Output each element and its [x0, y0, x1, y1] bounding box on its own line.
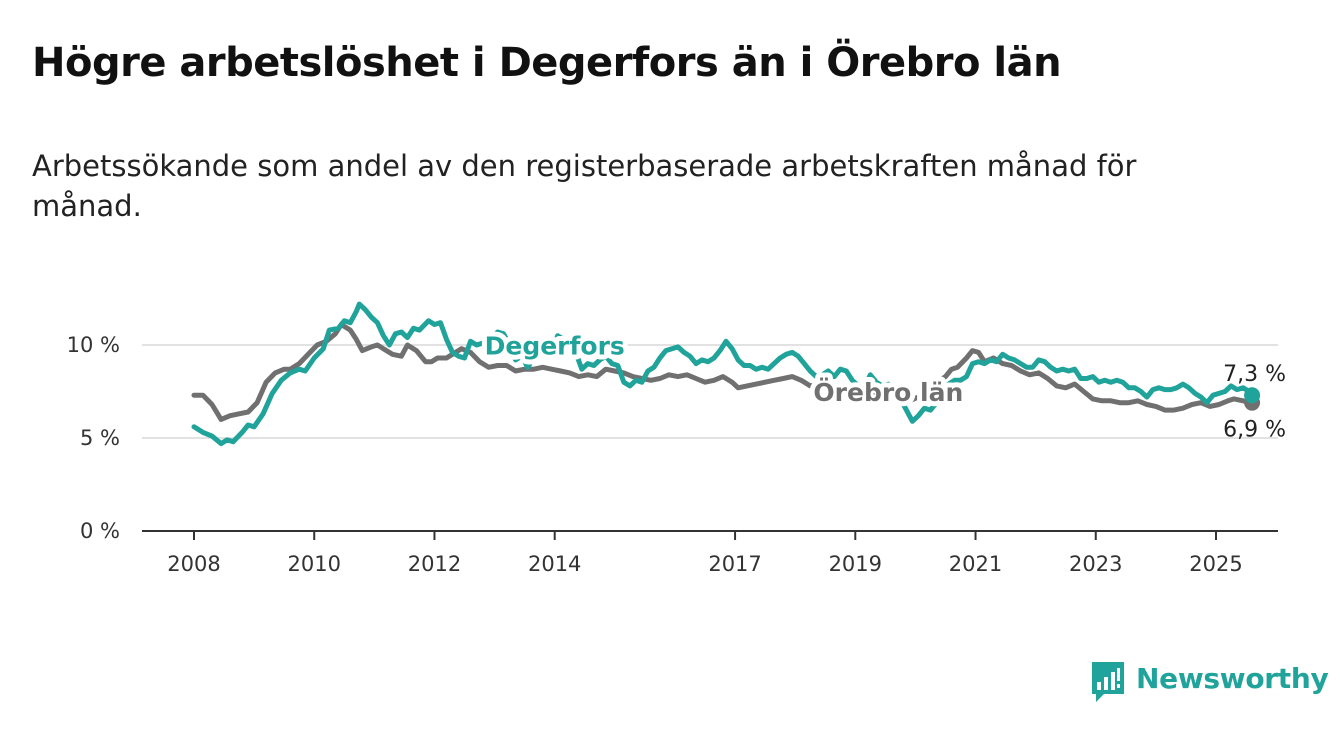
- series-label-degerfors: Degerfors: [485, 331, 625, 360]
- chart-subtitle: Arbetssökande som andel av den registerb…: [32, 149, 1137, 223]
- series-label-orebro-lan: Örebro län: [813, 377, 963, 407]
- x-axis: 0 % 5 % 10 % 2008 2010 2012 2014 2017 2019 2021 20…: [67, 333, 1278, 576]
- end-point-degerfors: [1244, 387, 1261, 404]
- series-label-orebro-lan-halo: Örebro län: [813, 377, 963, 407]
- newsworthy-bar-chart-icon: [1092, 662, 1124, 702]
- chart-title: Högre arbetslöshet i Degerfors än i Öreb…: [32, 40, 1062, 86]
- x-tick-label: 2008: [167, 552, 220, 576]
- series-label-degerfors-halo: Degerfors: [485, 331, 625, 360]
- y-tick-label: 5 %: [80, 426, 120, 450]
- series-line-degerfors: [191, 301, 1255, 447]
- x-tick-label: 2025: [1189, 552, 1242, 576]
- end-value-label-orebro-lan: 6,9 %: [1223, 418, 1286, 443]
- x-tick-label: 2023: [1069, 552, 1122, 576]
- y-tick-label: 0 %: [80, 519, 120, 543]
- x-tick-label: 2014: [528, 552, 581, 576]
- newsworthy-logo: Newsworthy: [1088, 660, 1329, 706]
- series-lines: [191, 301, 1261, 447]
- series-line-orebro-lan: [191, 322, 1255, 422]
- x-tick-label: 2012: [408, 552, 461, 576]
- x-tick-label: 2017: [708, 552, 761, 576]
- x-tick-label: 2019: [829, 552, 882, 576]
- x-tick-label: 2010: [288, 552, 341, 576]
- y-tick-label: 10 %: [67, 333, 120, 357]
- brand-name: Newsworthy: [1136, 662, 1329, 695]
- end-value-label-degerfors: 7,3 %: [1223, 362, 1286, 387]
- x-tick-label: 2021: [949, 552, 1002, 576]
- grid-lines: [142, 344, 1278, 439]
